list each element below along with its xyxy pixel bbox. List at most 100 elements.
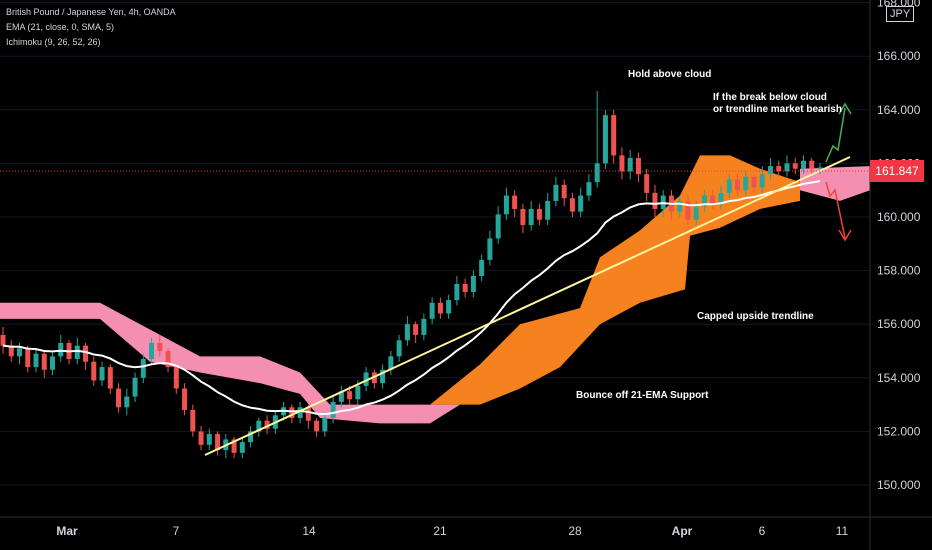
candle-body: [363, 372, 369, 386]
candle-body: [248, 431, 254, 443]
candle-body: [470, 275, 476, 293]
x-tick-label: 6: [759, 524, 766, 538]
candle-body: [462, 284, 468, 293]
y-tick-label: 158.000: [877, 264, 921, 278]
candle-body: [41, 353, 47, 370]
candle-body: [206, 434, 212, 445]
annotation-bounce: Bounce off 21-EMA Support: [576, 390, 709, 401]
y-tick-label: 166.000: [877, 49, 921, 63]
last-price-tag: 161.847: [870, 160, 924, 182]
candle-body: [17, 348, 23, 357]
candle-body: [743, 176, 749, 191]
x-axis-ticks[interactable]: Mar 7 14 21 28 Apr 6 11: [56, 524, 848, 538]
candle-body: [124, 396, 130, 408]
chart-title: British Pound / Japanese Yen, 4h, OANDA: [6, 7, 176, 17]
ema-line: [2, 180, 821, 416]
candle-body: [380, 369, 386, 384]
candle-body: [479, 259, 485, 276]
candle-body: [578, 195, 584, 212]
candle-body: [0, 334, 6, 346]
candle-body: [347, 391, 353, 400]
candle-body: [388, 356, 394, 370]
candle-body: [33, 353, 39, 368]
candle-body: [50, 356, 56, 370]
candle-body: [140, 359, 146, 378]
candle-body: [644, 174, 650, 193]
ema-legend[interactable]: EMA (21, close, 0, SMA, 5): [6, 22, 115, 32]
y-tick-label: 164.000: [877, 103, 921, 117]
candle-body: [619, 155, 625, 172]
candle-body: [718, 192, 724, 204]
candle-body: [404, 324, 410, 341]
candle-body: [215, 434, 221, 451]
candle-body: [528, 208, 534, 226]
candle-body: [289, 407, 295, 418]
candle-body: [429, 302, 435, 319]
annotation-if-break-2: or trendline market bearish: [713, 104, 842, 115]
y-axis-ticks[interactable]: 150.000 152.000 154.000 156.000 158.000 160.0…: [877, 0, 921, 492]
candle-body: [8, 345, 14, 357]
candle-body: [693, 206, 699, 220]
y-tick-label: 168.000: [877, 0, 921, 10]
y-tick-label: 160.000: [877, 210, 921, 224]
candle-body: [239, 442, 245, 453]
annotation-capped: Capped upside trendline: [697, 311, 814, 322]
annotation-if-break-1: If the break below cloud: [713, 92, 827, 103]
candle-body: [74, 345, 80, 360]
candle-body: [503, 195, 509, 215]
candle-body: [701, 195, 707, 207]
candle-body: [602, 115, 608, 164]
candle-body: [83, 345, 89, 362]
x-tick-label: 7: [173, 524, 180, 538]
candle-body: [809, 160, 815, 169]
candle-body: [132, 377, 138, 397]
candle-body: [99, 367, 105, 381]
candle-body: [157, 342, 163, 351]
trendline[interactable]: [204, 156, 851, 456]
candle-body: [116, 388, 122, 408]
cloud-bullish: [430, 155, 800, 405]
candle-body: [594, 163, 600, 183]
annotation-hold: Hold above cloud: [628, 69, 712, 80]
candle-body: [149, 342, 155, 360]
candle-body: [536, 208, 542, 220]
candle-body: [264, 420, 270, 429]
candle-body: [759, 174, 765, 188]
arrow-up-icon: [825, 102, 852, 163]
candle-body: [487, 238, 493, 260]
candle-body: [495, 214, 501, 239]
candle-body: [710, 195, 716, 204]
candle-body: [685, 200, 691, 220]
candle-body: [231, 439, 237, 453]
arrow-down-icon: [825, 181, 852, 242]
candle-body: [586, 182, 592, 196]
candle-body: [545, 200, 551, 220]
candle-body: [784, 163, 790, 172]
x-tick-label: Mar: [56, 524, 78, 538]
candle-body: [314, 420, 320, 432]
candle-body: [107, 367, 113, 389]
candle-body: [627, 158, 633, 172]
candle-body: [173, 367, 179, 389]
cloud-bearish: [0, 302, 460, 424]
candle-body: [330, 401, 336, 418]
candle-body: [767, 166, 773, 175]
candles: [0, 91, 823, 459]
x-tick-label: Apr: [672, 524, 693, 538]
candle-body: [396, 340, 402, 357]
candle-body: [792, 163, 798, 169]
candle-body: [355, 385, 361, 400]
candle-body: [297, 407, 303, 418]
ichimoku-legend[interactable]: Ichimoku (9, 26, 52, 26): [6, 37, 101, 47]
candle-body: [446, 300, 452, 314]
candle-body: [437, 302, 443, 314]
candle-body: [338, 391, 344, 402]
candle-body: [421, 318, 427, 335]
candle-body: [182, 388, 188, 410]
currency-badge[interactable]: JPY: [886, 6, 915, 22]
candle-body: [256, 420, 262, 432]
candle-body: [520, 208, 526, 226]
candle-body: [454, 284, 460, 301]
y-tick-label: 152.000: [877, 424, 921, 438]
